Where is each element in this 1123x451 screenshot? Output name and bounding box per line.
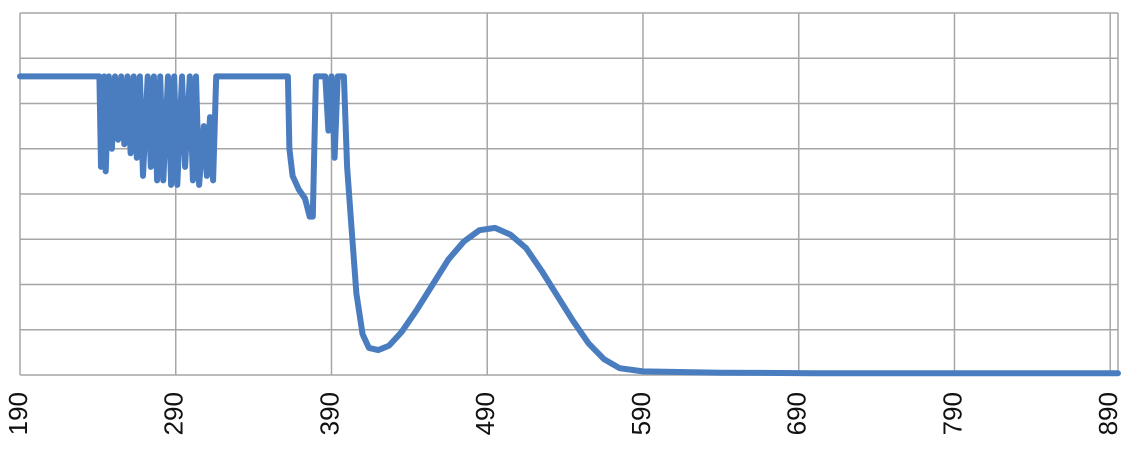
chart-grid [19,12,1119,376]
x-tick-label: 790 [937,392,967,435]
x-tick-label: 190 [3,392,33,435]
x-tick-label: 390 [314,392,344,435]
series-line-1 [17,73,1121,377]
chart-series [17,73,1121,377]
x-tick-label: 590 [626,392,656,435]
x-tick-label: 690 [782,392,812,435]
x-axis-tick-labels: 190 290 390 490 590 690 790 890 [3,392,1123,435]
x-tick-label: 290 [159,392,189,435]
x-tick-label: 490 [470,392,500,435]
x-tick-label: 890 [1093,392,1123,435]
